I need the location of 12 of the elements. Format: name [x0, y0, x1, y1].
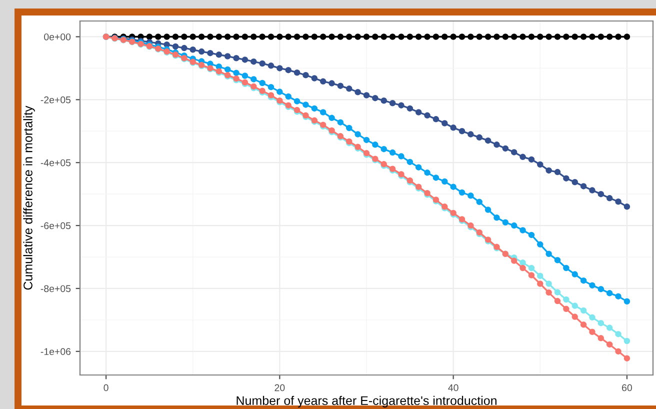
x-tick-label: 0 — [104, 384, 108, 392]
y-tick-label: -4e+05 — [40, 159, 71, 166]
y-tick-label: 0e+00 — [44, 33, 71, 40]
y-tick-label: -8e+05 — [40, 285, 71, 292]
y-tick-label: -6e+05 — [40, 222, 71, 230]
y-tick-label: -1e+06 — [40, 348, 71, 356]
x-tick-label: 20 — [274, 384, 285, 392]
x-tick-label: 40 — [448, 384, 458, 392]
x-tick-label: 60 — [622, 384, 632, 392]
y-tick-label: -2e+05 — [40, 96, 71, 104]
y-axis-title: Cumulative difference in mortality — [23, 106, 35, 290]
x-axis-title: Number of years after E-cigarette's introduction — [236, 396, 496, 408]
